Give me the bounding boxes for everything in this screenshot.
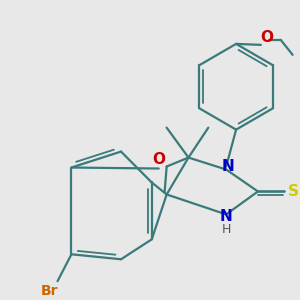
Text: H: H xyxy=(221,223,231,236)
Text: N: N xyxy=(220,209,233,224)
Text: N: N xyxy=(222,159,235,174)
Text: O: O xyxy=(260,30,273,45)
Text: S: S xyxy=(288,184,299,199)
Text: O: O xyxy=(152,152,165,167)
Text: Br: Br xyxy=(41,284,58,298)
